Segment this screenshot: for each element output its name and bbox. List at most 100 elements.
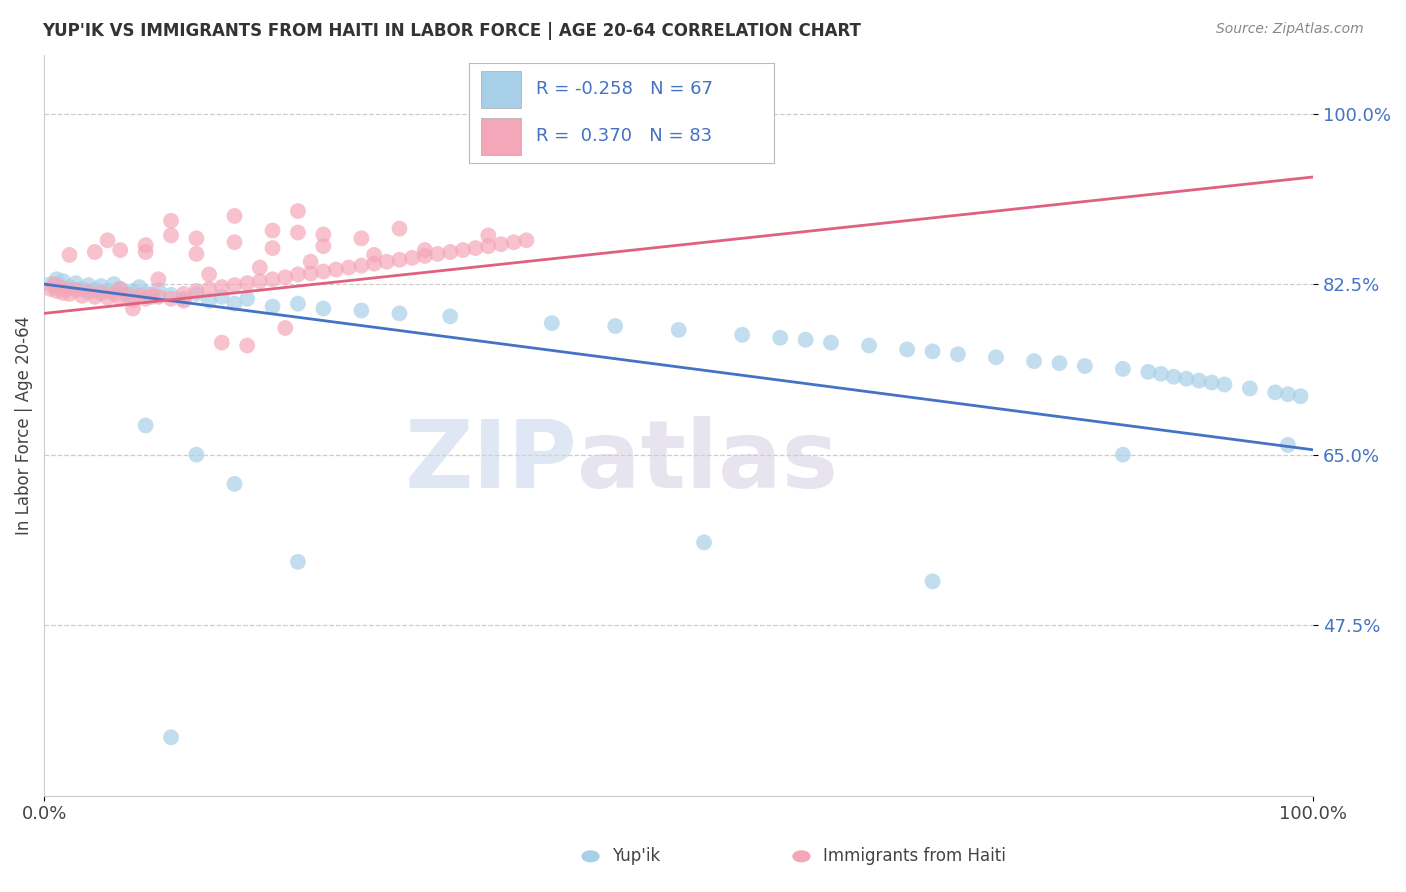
Point: [148, 290, 170, 304]
Point: [45, 284, 67, 298]
Point: [52, 285, 75, 300]
Point: [186, 231, 208, 245]
Point: [211, 335, 233, 350]
Text: atlas: atlas: [576, 417, 838, 508]
Point: [1188, 374, 1211, 388]
Point: [224, 235, 246, 250]
Point: [388, 252, 411, 267]
Point: [388, 306, 411, 320]
Point: [122, 284, 145, 298]
Point: [148, 272, 170, 286]
Point: [439, 244, 461, 259]
Point: [325, 262, 347, 277]
Point: [1277, 438, 1299, 452]
Point: [413, 243, 436, 257]
Point: [1277, 387, 1299, 401]
Point: [135, 285, 157, 300]
Point: [115, 286, 138, 301]
Point: [274, 270, 297, 285]
Point: [236, 292, 259, 306]
Point: [135, 244, 157, 259]
Point: [287, 555, 309, 569]
Text: Source: ZipAtlas.com: Source: ZipAtlas.com: [1216, 22, 1364, 37]
Point: [312, 239, 335, 253]
Point: [48, 280, 70, 294]
Point: [1264, 385, 1286, 400]
Point: [135, 418, 157, 433]
Point: [65, 276, 87, 290]
Point: [464, 241, 486, 255]
Point: [350, 259, 373, 273]
Point: [413, 249, 436, 263]
Point: [350, 231, 373, 245]
Point: [224, 209, 246, 223]
Point: [211, 290, 233, 304]
Point: [1022, 354, 1045, 368]
Point: [83, 290, 105, 304]
Point: [1175, 372, 1198, 386]
Text: ZIP: ZIP: [405, 417, 576, 508]
Point: [668, 323, 690, 337]
Point: [128, 280, 150, 294]
Point: [110, 282, 132, 296]
Text: Yup'ik: Yup'ik: [612, 847, 659, 865]
Point: [262, 272, 284, 286]
Point: [363, 248, 385, 262]
Point: [97, 233, 120, 247]
Point: [1074, 359, 1097, 373]
Point: [287, 226, 309, 240]
Point: [45, 272, 67, 286]
Point: [224, 296, 246, 310]
Point: [103, 286, 125, 301]
Point: [896, 343, 918, 357]
Point: [224, 278, 246, 293]
Point: [186, 247, 208, 261]
Point: [337, 260, 360, 275]
Point: [160, 288, 183, 302]
Point: [122, 293, 145, 307]
Point: [160, 214, 183, 228]
Point: [350, 303, 373, 318]
Point: [90, 279, 112, 293]
Point: [375, 254, 398, 268]
Point: [1049, 356, 1071, 370]
Point: [58, 280, 80, 294]
Point: [1150, 367, 1173, 381]
Point: [198, 293, 221, 308]
Point: [198, 268, 221, 282]
Point: [287, 296, 309, 310]
Point: [65, 283, 87, 297]
Point: [312, 301, 335, 316]
Point: [77, 285, 100, 299]
Point: [103, 277, 125, 292]
Point: [312, 227, 335, 242]
Point: [186, 448, 208, 462]
Point: [128, 289, 150, 303]
Point: [173, 286, 195, 301]
Point: [946, 347, 969, 361]
Point: [83, 283, 105, 297]
Point: [160, 731, 183, 745]
Point: [249, 274, 271, 288]
Point: [262, 241, 284, 255]
Point: [731, 327, 754, 342]
Point: [186, 286, 208, 301]
Point: [451, 243, 474, 257]
Point: [477, 239, 499, 253]
Point: [141, 290, 163, 304]
Point: [58, 286, 80, 301]
Point: [236, 338, 259, 352]
Point: [299, 267, 322, 281]
Point: [262, 223, 284, 237]
Point: [110, 292, 132, 306]
Point: [439, 310, 461, 324]
Point: [198, 282, 221, 296]
Text: YUP'IK VS IMMIGRANTS FROM HAITI IN LABOR FORCE | AGE 20-64 CORRELATION CHART: YUP'IK VS IMMIGRANTS FROM HAITI IN LABOR…: [42, 22, 860, 40]
Point: [921, 344, 943, 359]
Point: [984, 350, 1007, 364]
Point: [820, 335, 842, 350]
Point: [515, 233, 537, 247]
Point: [141, 288, 163, 302]
Point: [44, 277, 66, 292]
Point: [97, 284, 120, 298]
